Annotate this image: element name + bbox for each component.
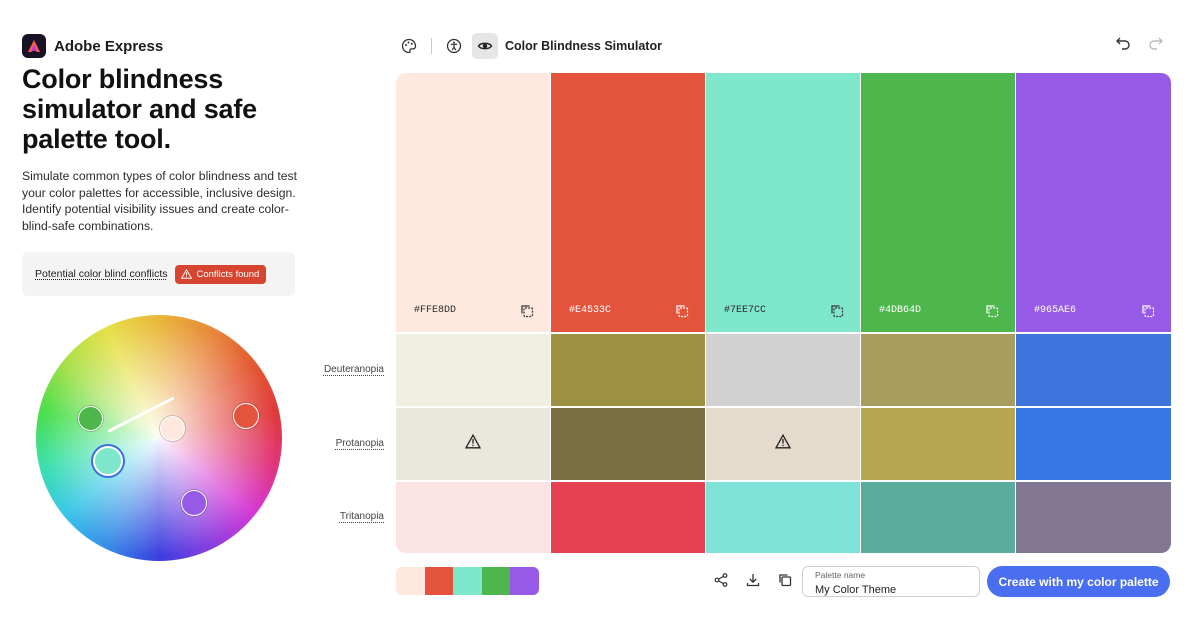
row-label-tritanopia[interactable]: Tritanopia (339, 511, 384, 522)
palette-swatch-2[interactable]: #E4533C (551, 73, 705, 332)
swatch-hex-label: #E4533C (569, 305, 612, 316)
create-with-palette-button[interactable]: Create with my color palette (987, 566, 1170, 597)
deuteranopia-swatch-5 (1016, 334, 1171, 406)
color-wheel[interactable] (36, 315, 282, 561)
copy-icon[interactable] (985, 304, 999, 318)
copy-icon[interactable] (1141, 304, 1155, 318)
preview-swatch-1[interactable] (396, 567, 425, 595)
brand-name: Adobe Express (54, 37, 164, 55)
deuteranopia-swatch-1 (396, 334, 550, 406)
palette-name-input[interactable] (815, 584, 965, 596)
palette-swatch-1[interactable]: #FFE8DD (396, 73, 550, 332)
page-title: Color blindness simulator and safe palet… (22, 64, 257, 154)
palette-preview-strip[interactable] (396, 567, 539, 595)
wheel-handle-3[interactable] (93, 446, 123, 476)
protanopia-swatch-5 (1016, 408, 1171, 480)
warning-icon (180, 269, 192, 279)
conflicts-label[interactable]: Potential color blind conflicts (35, 268, 168, 280)
copy-icon[interactable] (830, 304, 844, 318)
preview-swatch-5[interactable] (510, 567, 539, 595)
palette-swatch-5[interactable]: #965AE6 (1016, 73, 1171, 332)
warning-icon[interactable] (774, 433, 792, 454)
copy-icon[interactable] (675, 304, 689, 318)
protanopia-swatch-3 (706, 408, 860, 480)
swatch-hex-label: #965AE6 (1034, 305, 1077, 316)
redo-icon[interactable] (1147, 34, 1165, 57)
row-label-deuteranopia[interactable]: Deuteranopia (323, 364, 384, 375)
palette-swatch-3[interactable]: #7EE7CC (706, 73, 860, 332)
palette-icon[interactable] (397, 34, 421, 58)
wheel-handle-1[interactable] (160, 416, 185, 441)
palette-grid: #FFE8DD #E4533C #7EE7CC #4DB64D #965AE6 (396, 73, 1171, 553)
undo-icon[interactable] (1114, 34, 1132, 57)
protanopia-swatch-1 (396, 408, 550, 480)
wheel-handle-5[interactable] (181, 490, 207, 516)
duplicate-icon[interactable] (774, 569, 796, 591)
eye-icon[interactable] (472, 33, 498, 59)
tritanopia-swatch-4 (861, 482, 1015, 553)
deuteranopia-swatch-2 (551, 334, 705, 406)
wheel-handle-4[interactable] (78, 406, 103, 431)
conflicts-badge-text: Conflicts found (196, 268, 260, 280)
brand[interactable]: Adobe Express (22, 34, 163, 58)
protanopia-swatch-4 (861, 408, 1015, 480)
toolbar: Color Blindness Simulator (397, 32, 662, 60)
accessibility-icon[interactable] (442, 34, 466, 58)
download-icon[interactable] (742, 569, 764, 591)
tritanopia-swatch-1 (396, 482, 550, 553)
conflicts-panel: Potential color blind conflicts Conflict… (22, 252, 295, 296)
palette-name-field[interactable]: Palette name (802, 566, 980, 597)
palette-actions (710, 569, 796, 591)
adobe-express-logo-icon (22, 34, 46, 58)
warning-icon[interactable] (464, 433, 482, 454)
palette-name-label: Palette name (815, 570, 866, 580)
preview-swatch-3[interactable] (453, 567, 482, 595)
swatch-hex-label: #FFE8DD (414, 305, 457, 316)
tritanopia-swatch-2 (551, 482, 705, 553)
tritanopia-swatch-5 (1016, 482, 1171, 553)
toolbar-title: Color Blindness Simulator (505, 39, 662, 53)
protanopia-swatch-2 (551, 408, 705, 480)
swatch-hex-label: #7EE7CC (724, 305, 767, 316)
wheel-handle-2[interactable] (233, 403, 259, 429)
toolbar-divider (431, 38, 432, 54)
row-label-protanopia[interactable]: Protanopia (335, 438, 384, 449)
conflicts-badge: Conflicts found (174, 264, 267, 284)
page-description: Simulate common types of color blindness… (22, 169, 298, 233)
share-icon[interactable] (710, 569, 732, 591)
palette-swatch-4[interactable]: #4DB64D (861, 73, 1015, 332)
swatch-hex-label: #4DB64D (879, 305, 922, 316)
preview-swatch-4[interactable] (481, 567, 510, 595)
deuteranopia-swatch-4 (861, 334, 1015, 406)
tritanopia-swatch-3 (706, 482, 860, 553)
deuteranopia-swatch-3 (706, 334, 860, 406)
copy-icon[interactable] (520, 304, 534, 318)
preview-swatch-2[interactable] (424, 567, 453, 595)
